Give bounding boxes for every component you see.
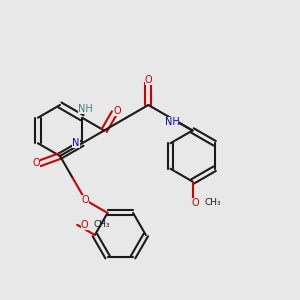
Text: NH: NH (78, 104, 92, 114)
Text: CH₃: CH₃ (205, 198, 221, 207)
Text: O: O (81, 220, 88, 230)
Text: O: O (82, 195, 89, 205)
Text: O: O (192, 198, 199, 208)
Text: CH₃: CH₃ (94, 220, 110, 229)
Text: O: O (145, 75, 152, 85)
Text: NH: NH (164, 117, 179, 127)
Text: N: N (72, 138, 80, 148)
Text: O: O (33, 158, 41, 168)
Text: O: O (114, 106, 121, 116)
